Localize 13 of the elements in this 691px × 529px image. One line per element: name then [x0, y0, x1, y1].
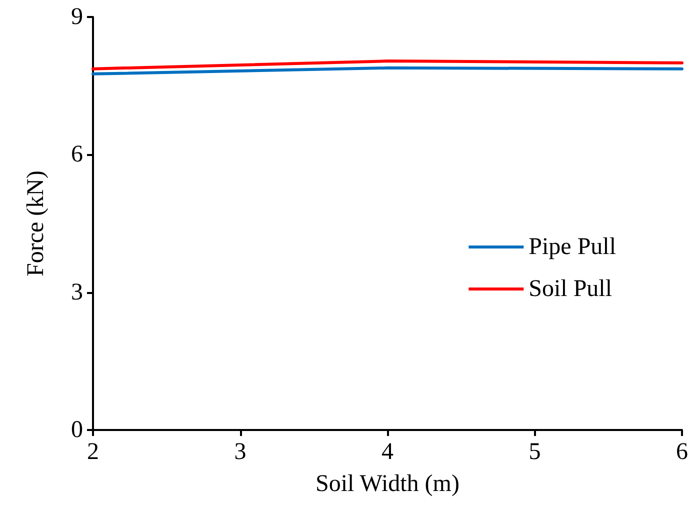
- x-tick-label: 5: [528, 439, 541, 465]
- x-axis-title: Soil Width (m): [316, 471, 460, 497]
- y-tick-label: 9: [71, 4, 83, 30]
- x-tick-label: 3: [234, 439, 246, 465]
- x-tick-label: 2: [87, 439, 99, 465]
- y-tick-label: 3: [71, 279, 83, 306]
- x-tick-label: 4: [382, 439, 394, 465]
- y-axis-title: Force (kN): [23, 170, 49, 276]
- x-tick-label: 6: [676, 439, 688, 465]
- y-tick-label: 6: [71, 142, 83, 168]
- y-tick-label: 0: [71, 417, 83, 443]
- legend-label: Soil Pull: [528, 276, 612, 302]
- legend-label: Pipe Pull: [528, 234, 616, 260]
